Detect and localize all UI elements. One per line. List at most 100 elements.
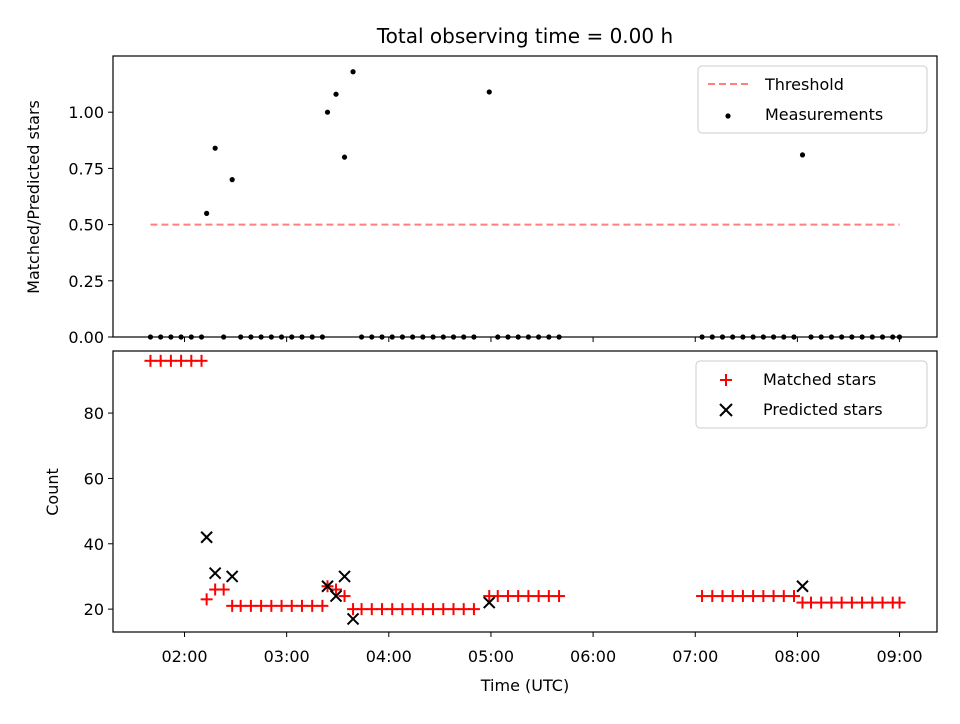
top-y-tick-label: 1.00	[68, 103, 104, 122]
bottom-y-tick-label: 60	[84, 469, 104, 488]
bottom-x-tick-label: 03:00	[264, 647, 310, 666]
predicted-star-point	[338, 570, 351, 583]
measurement-point	[341, 154, 348, 160]
matched-star-point	[200, 593, 213, 606]
matched-star-point	[866, 596, 879, 609]
matched-star-point	[893, 596, 906, 609]
matched-star-point	[338, 590, 351, 603]
matched-star-point	[447, 603, 460, 616]
legend-threshold-label: Threshold	[764, 75, 844, 94]
matched-star-point	[845, 596, 858, 609]
matched-star-point	[747, 590, 760, 603]
measurement-point	[324, 109, 331, 115]
matched-star-point	[306, 599, 319, 612]
legend-predicted-label: Predicted stars	[763, 400, 883, 419]
bottom-legend: Matched stars Predicted stars	[695, 360, 928, 429]
top-y-tick-label: 0.75	[68, 159, 104, 178]
bottom-x-tick-label: 07:00	[672, 647, 718, 666]
matched-star-point	[416, 603, 429, 616]
top-legend-box	[697, 65, 928, 134]
matched-star-point	[512, 590, 525, 603]
matched-star-point	[295, 599, 308, 612]
matched-star-point	[175, 354, 188, 367]
top-panel: Total observing time = 0.00 h 0.000.250.…	[24, 24, 938, 347]
bottom-y-tick-label: 40	[84, 535, 104, 554]
matched-star-point	[467, 603, 480, 616]
matched-star-point	[144, 354, 157, 367]
legend-measurements-swatch	[725, 113, 731, 119]
bottom-x-tick-label: 02:00	[161, 647, 207, 666]
matched-star-point	[265, 599, 278, 612]
matched-star-point	[244, 599, 257, 612]
matched-star-point	[522, 590, 535, 603]
matched-star-point	[427, 603, 440, 616]
top-y-tick-label: 0.50	[68, 216, 104, 235]
bottom-plot-area	[144, 354, 906, 626]
bottom-x-tick-label: 09:00	[876, 647, 922, 666]
matched-star-point	[406, 603, 419, 616]
matched-star-point	[553, 590, 566, 603]
legend-measurements-label: Measurements	[765, 105, 883, 124]
matched-star-point	[255, 599, 268, 612]
predicted-star-point	[346, 612, 360, 626]
matched-star-point	[195, 354, 208, 367]
measurement-point	[799, 152, 806, 158]
matched-star-point	[375, 603, 388, 616]
bottom-legend-box	[695, 360, 928, 429]
matched-star-point	[835, 596, 848, 609]
predicted-star-point	[208, 566, 222, 580]
matched-star-point	[777, 590, 790, 603]
matched-star-point	[386, 603, 399, 616]
matched-star-point	[396, 603, 409, 616]
legend-predicted-swatch	[719, 403, 733, 417]
measurement-point	[486, 89, 492, 95]
measurement-point	[204, 210, 210, 216]
bottom-y-tick-label: 20	[84, 600, 104, 619]
top-legend: Threshold Measurements	[697, 65, 928, 134]
matched-star-point	[355, 603, 368, 616]
bottom-x-tick-label: 04:00	[366, 647, 412, 666]
matched-star-point	[501, 590, 514, 603]
top-x-ticks	[184, 337, 901, 342]
matched-star-point	[164, 354, 177, 367]
bottom-panel: 20 40 60 80 02:00 03:00 04:00 05:00 06:00 07:00 0…	[43, 350, 938, 695]
predicted-star-point	[225, 570, 239, 583]
matched-star-point	[316, 599, 329, 612]
matched-star-point	[217, 583, 230, 596]
measurement-point	[229, 177, 235, 183]
matched-star-point	[234, 599, 247, 612]
matched-star-point	[757, 590, 770, 603]
chart-title: Total observing time = 0.00 h	[376, 24, 673, 48]
predicted-star-point	[200, 531, 213, 544]
predicted-star-point	[329, 589, 343, 603]
matched-star-point	[767, 590, 780, 603]
matched-star-point	[285, 599, 298, 612]
matched-star-point	[825, 596, 838, 609]
measurement-point	[333, 91, 339, 97]
bottom-x-tick-label: 05:00	[468, 647, 514, 666]
measurement-point	[350, 69, 356, 75]
matched-star-point	[532, 590, 545, 603]
matched-star-point	[876, 596, 889, 609]
predicted-star-point	[796, 580, 809, 593]
matched-star-point	[457, 603, 470, 616]
bottom-x-tick-label: 08:00	[774, 647, 820, 666]
legend-matched-label: Matched stars	[763, 370, 876, 389]
matched-star-point	[815, 596, 828, 609]
top-y-tick-label: 0.25	[68, 272, 104, 291]
top-y-axis-label: Matched/Predicted stars	[24, 100, 43, 294]
matched-star-point	[365, 603, 378, 616]
matched-star-point	[696, 590, 709, 603]
bottom-y-tick-label: 80	[84, 404, 104, 423]
bottom-x-tick-label: 06:00	[570, 647, 616, 666]
top-y-ticks: 0.00 0.25 0.50 0.75 1.00	[68, 103, 113, 347]
measurement-point	[212, 145, 218, 151]
matched-star-point	[706, 590, 719, 603]
bottom-y-ticks: 20 40 60 80	[84, 404, 113, 619]
matched-star-point	[856, 596, 869, 609]
predicted-star-point	[483, 596, 496, 609]
bottom-axes-frame	[112, 350, 938, 633]
matched-star-point	[185, 354, 198, 367]
top-axes-frame	[112, 55, 938, 338]
